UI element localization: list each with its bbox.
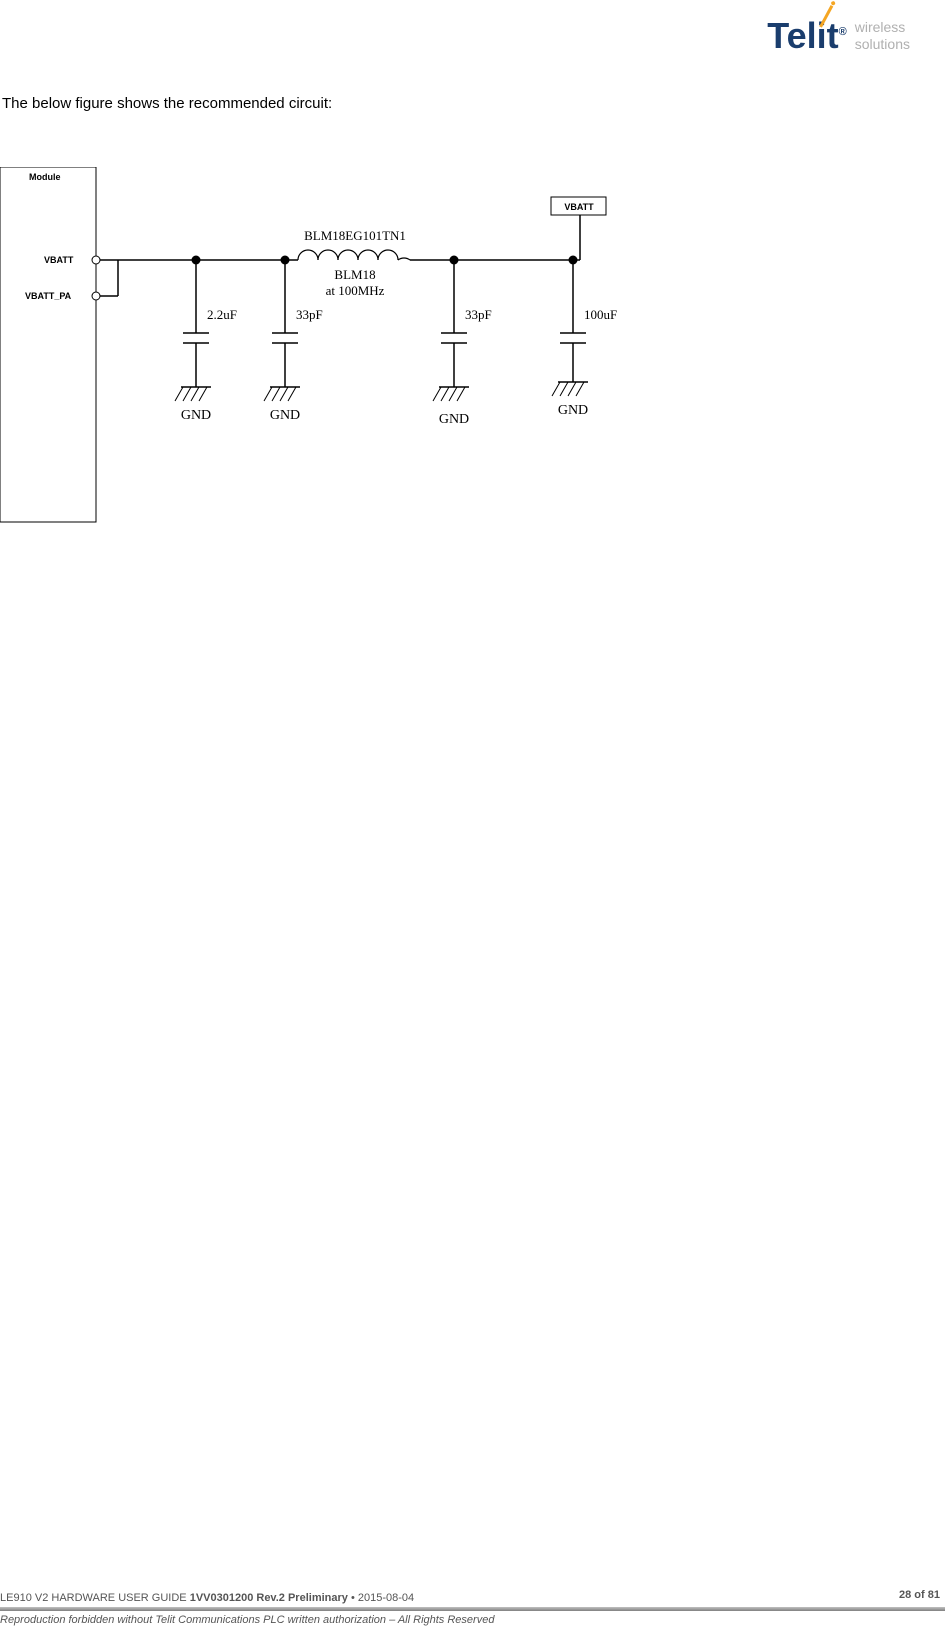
- pin-vbatt-label: VBATT: [44, 255, 74, 265]
- vbatt-input-label: VBATT: [564, 202, 594, 212]
- footer-doc-line: LE910 V2 HARDWARE USER GUIDE 1VV0301200 …: [0, 1592, 945, 1607]
- page-header: Telit® wireless solutions: [767, 15, 910, 57]
- module-label: Module: [29, 172, 61, 182]
- cap4-value: 100uF: [584, 307, 617, 322]
- capacitor-2: 33pF GND: [264, 260, 323, 423]
- pin-vbatt-circle: [92, 256, 100, 264]
- footer-doc-date: • 2015-08-04: [348, 1592, 414, 1604]
- gnd-1: GND: [181, 408, 211, 423]
- footer-doc-id: 1VV0301200 Rev.2 Preliminary: [190, 1592, 348, 1604]
- circuit-svg: Module VBATT VBATT_PA BLM18EG101TN1: [0, 167, 760, 567]
- gnd-4: GND: [558, 403, 588, 418]
- inductor-partnum: BLM18EG101TN1: [304, 228, 406, 243]
- brand-subtitle: wireless solutions: [855, 19, 910, 53]
- footer-divider: [0, 1607, 945, 1611]
- brand-sub-line2: solutions: [855, 36, 910, 53]
- capacitor-4: 100uF GND: [552, 260, 617, 418]
- inductor-desc: BLM18: [334, 267, 375, 282]
- pin-vbatt-pa-circle: [92, 292, 100, 300]
- page-footer: LE910 V2 HARDWARE USER GUIDE 1VV0301200 …: [0, 1592, 945, 1626]
- footer-copyright: Reproduction forbidden without Telit Com…: [0, 1614, 945, 1626]
- cap3-value: 33pF: [465, 307, 492, 322]
- cap1-value: 2.2uF: [207, 307, 237, 322]
- circuit-diagram: Module VBATT VBATT_PA BLM18EG101TN1: [0, 167, 900, 567]
- page-sep: of: [911, 1589, 928, 1601]
- registered-mark: ®: [839, 26, 847, 38]
- module-box: [0, 167, 96, 522]
- cap2-value: 33pF: [296, 307, 323, 322]
- brand-logo: Telit®: [767, 15, 846, 57]
- inductor-spec: at 100MHz: [326, 283, 385, 298]
- gnd-3: GND: [439, 412, 469, 427]
- capacitor-1: 2.2uF GND: [175, 260, 237, 423]
- capacitor-3: 33pF GND: [433, 260, 492, 427]
- page-content: The below figure shows the recommended c…: [0, 95, 945, 567]
- page-total: 81: [928, 1589, 940, 1601]
- gnd-2: GND: [270, 408, 300, 423]
- page-current: 28: [899, 1589, 911, 1601]
- pin-vbatt-pa-label: VBATT_PA: [25, 291, 72, 301]
- intro-paragraph: The below figure shows the recommended c…: [0, 95, 945, 112]
- footer-doc-prefix: LE910 V2 HARDWARE USER GUIDE: [0, 1592, 190, 1604]
- brand-sub-line1: wireless: [855, 19, 910, 36]
- inductor-symbol: [298, 250, 410, 260]
- footer-page-number: 28 of 81: [899, 1589, 940, 1601]
